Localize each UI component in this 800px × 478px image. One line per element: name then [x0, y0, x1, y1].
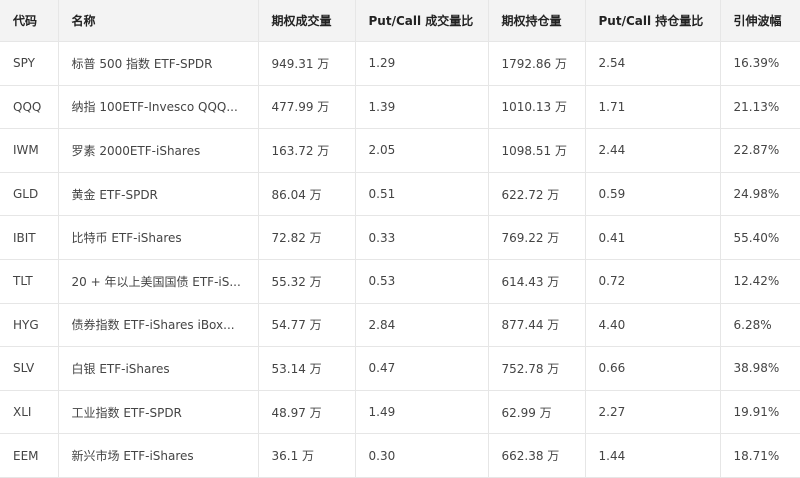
cell-code: IBIT: [0, 215, 59, 260]
cell-option-volume: 86.04 万: [258, 172, 356, 217]
cell-name: 比特币 ETF-iShares: [58, 215, 259, 260]
cell-open-interest: 62.99 万: [488, 390, 586, 435]
table-row[interactable]: IWM 罗素 2000ETF-iShares 163.72 万 2.05 1098.51…: [0, 128, 800, 173]
cell-option-volume: 163.72 万: [258, 128, 356, 173]
cell-implied-volatility: 19.91%: [720, 390, 800, 435]
cell-option-volume: 72.82 万: [258, 215, 356, 260]
cell-put-call-oi-ratio: 0.66: [585, 346, 721, 391]
table-header-row: 代码 名称 期权成交量 Put/Call 成交量比 期权持仓量 Put/Call 持仓量比…: [0, 0, 800, 42]
cell-code: GLD: [0, 172, 59, 217]
cell-option-volume: 48.97 万: [258, 390, 356, 435]
cell-name: 纳指 100ETF-Invesco QQQ...: [58, 85, 259, 130]
cell-implied-volatility: 16.39%: [720, 41, 800, 86]
cell-open-interest: 662.38 万: [488, 433, 586, 478]
cell-code: IWM: [0, 128, 59, 173]
column-header-put-call-volume-ratio[interactable]: Put/Call 成交量比: [355, 0, 489, 42]
cell-option-volume: 53.14 万: [258, 346, 356, 391]
cell-put-call-oi-ratio: 1.71: [585, 85, 721, 130]
cell-name: 标普 500 指数 ETF-SPDR: [58, 41, 259, 86]
cell-implied-volatility: 22.87%: [720, 128, 800, 173]
cell-code: TLT: [0, 259, 59, 304]
cell-open-interest: 1792.86 万: [488, 41, 586, 86]
cell-code: SLV: [0, 346, 59, 391]
cell-put-call-oi-ratio: 0.41: [585, 215, 721, 260]
cell-name: 黄金 ETF-SPDR: [58, 172, 259, 217]
cell-put-call-oi-ratio: 2.44: [585, 128, 721, 173]
column-header-implied-volatility[interactable]: 引伸波幅: [720, 0, 800, 42]
cell-implied-volatility: 21.13%: [720, 85, 800, 130]
table-row[interactable]: TLT 20 + 年以上美国国债 ETF-iS... 55.32 万 0.53 614.…: [0, 259, 800, 304]
column-header-open-interest[interactable]: 期权持仓量: [488, 0, 586, 42]
cell-code: EEM: [0, 433, 59, 478]
cell-open-interest: 1010.13 万: [488, 85, 586, 130]
cell-code: HYG: [0, 303, 59, 348]
cell-put-call-volume-ratio: 2.05: [355, 128, 489, 173]
cell-option-volume: 55.32 万: [258, 259, 356, 304]
cell-put-call-oi-ratio: 2.54: [585, 41, 721, 86]
column-header-code[interactable]: 代码: [0, 0, 59, 42]
cell-open-interest: 769.22 万: [488, 215, 586, 260]
cell-put-call-volume-ratio: 0.33: [355, 215, 489, 260]
cell-open-interest: 622.72 万: [488, 172, 586, 217]
cell-name: 20 + 年以上美国国债 ETF-iS...: [58, 259, 259, 304]
cell-put-call-oi-ratio: 1.44: [585, 433, 721, 478]
cell-open-interest: 877.44 万: [488, 303, 586, 348]
cell-name: 白银 ETF-iShares: [58, 346, 259, 391]
column-header-option-volume[interactable]: 期权成交量: [258, 0, 356, 42]
cell-implied-volatility: 55.40%: [720, 215, 800, 260]
table-row[interactable]: SLV 白银 ETF-iShares 53.14 万 0.47 752.78 万 0.66…: [0, 346, 800, 391]
cell-code: XLI: [0, 390, 59, 435]
table-row[interactable]: XLI 工业指数 ETF-SPDR 48.97 万 1.49 62.99 万 2.27 19…: [0, 390, 800, 435]
cell-name: 工业指数 ETF-SPDR: [58, 390, 259, 435]
cell-option-volume: 477.99 万: [258, 85, 356, 130]
table-row[interactable]: IBIT 比特币 ETF-iShares 72.82 万 0.33 769.22 万 0.…: [0, 215, 800, 260]
cell-name: 新兴市场 ETF-iShares: [58, 433, 259, 478]
column-header-put-call-oi-ratio[interactable]: Put/Call 持仓量比: [585, 0, 721, 42]
cell-put-call-volume-ratio: 0.30: [355, 433, 489, 478]
cell-open-interest: 752.78 万: [488, 346, 586, 391]
column-header-name[interactable]: 名称: [58, 0, 259, 42]
cell-implied-volatility: 24.98%: [720, 172, 800, 217]
cell-put-call-oi-ratio: 4.40: [585, 303, 721, 348]
cell-put-call-oi-ratio: 2.27: [585, 390, 721, 435]
cell-open-interest: 614.43 万: [488, 259, 586, 304]
cell-code: QQQ: [0, 85, 59, 130]
cell-name: 债券指数 ETF-iShares iBox...: [58, 303, 259, 348]
cell-put-call-volume-ratio: 0.53: [355, 259, 489, 304]
cell-put-call-volume-ratio: 1.49: [355, 390, 489, 435]
cell-code: SPY: [0, 41, 59, 86]
cell-put-call-volume-ratio: 0.51: [355, 172, 489, 217]
cell-implied-volatility: 18.71%: [720, 433, 800, 478]
cell-option-volume: 54.77 万: [258, 303, 356, 348]
cell-put-call-volume-ratio: 1.29: [355, 41, 489, 86]
cell-put-call-volume-ratio: 1.39: [355, 85, 489, 130]
table-row[interactable]: EEM 新兴市场 ETF-iShares 36.1 万 0.30 662.38 万 1.4…: [0, 433, 800, 478]
cell-put-call-oi-ratio: 0.59: [585, 172, 721, 217]
cell-name: 罗素 2000ETF-iShares: [58, 128, 259, 173]
cell-open-interest: 1098.51 万: [488, 128, 586, 173]
table-row[interactable]: HYG 债券指数 ETF-iShares iBox... 54.77 万 2.84 87…: [0, 303, 800, 348]
table-row[interactable]: SPY 标普 500 指数 ETF-SPDR 949.31 万 1.29 1792.86…: [0, 41, 800, 86]
cell-option-volume: 36.1 万: [258, 433, 356, 478]
table-row[interactable]: GLD 黄金 ETF-SPDR 86.04 万 0.51 622.72 万 0.59 24.…: [0, 172, 800, 217]
cell-implied-volatility: 38.98%: [720, 346, 800, 391]
cell-option-volume: 949.31 万: [258, 41, 356, 86]
cell-implied-volatility: 12.42%: [720, 259, 800, 304]
cell-put-call-oi-ratio: 0.72: [585, 259, 721, 304]
cell-implied-volatility: 6.28%: [720, 303, 800, 348]
cell-put-call-volume-ratio: 0.47: [355, 346, 489, 391]
cell-put-call-volume-ratio: 2.84: [355, 303, 489, 348]
table-row[interactable]: QQQ 纳指 100ETF-Invesco QQQ... 477.99 万 1.39 1…: [0, 85, 800, 130]
